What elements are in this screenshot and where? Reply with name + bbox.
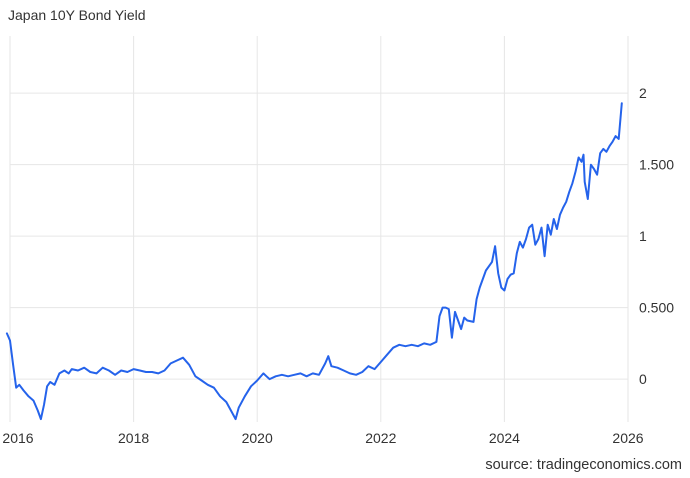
y-tick-label: 1.500 (639, 157, 674, 173)
y-tick-label: 0 (639, 371, 647, 387)
x-tick-label: 2018 (118, 430, 149, 446)
chart-title: Japan 10Y Bond Yield (8, 7, 146, 23)
x-tick-label: 2020 (242, 430, 273, 446)
x-tick-label: 2016 (2, 430, 33, 446)
source-label: source: tradingeconomics.com (485, 457, 682, 473)
y-tick-label: 1 (639, 228, 647, 244)
yield-series-line (5, 102, 623, 421)
grid (9, 36, 629, 422)
x-tick-label: 2024 (489, 430, 520, 446)
x-tick-label: 2026 (612, 430, 643, 446)
y-axis-ticks: 0 0.500 1 1.500 2 (639, 85, 674, 387)
y-tick-label: 0.500 (639, 300, 674, 316)
x-tick-label: 2022 (365, 430, 396, 446)
y-tick-label: 2 (639, 85, 647, 101)
x-axis-ticks: 2016 2018 2020 2022 2024 2026 (2, 430, 643, 446)
